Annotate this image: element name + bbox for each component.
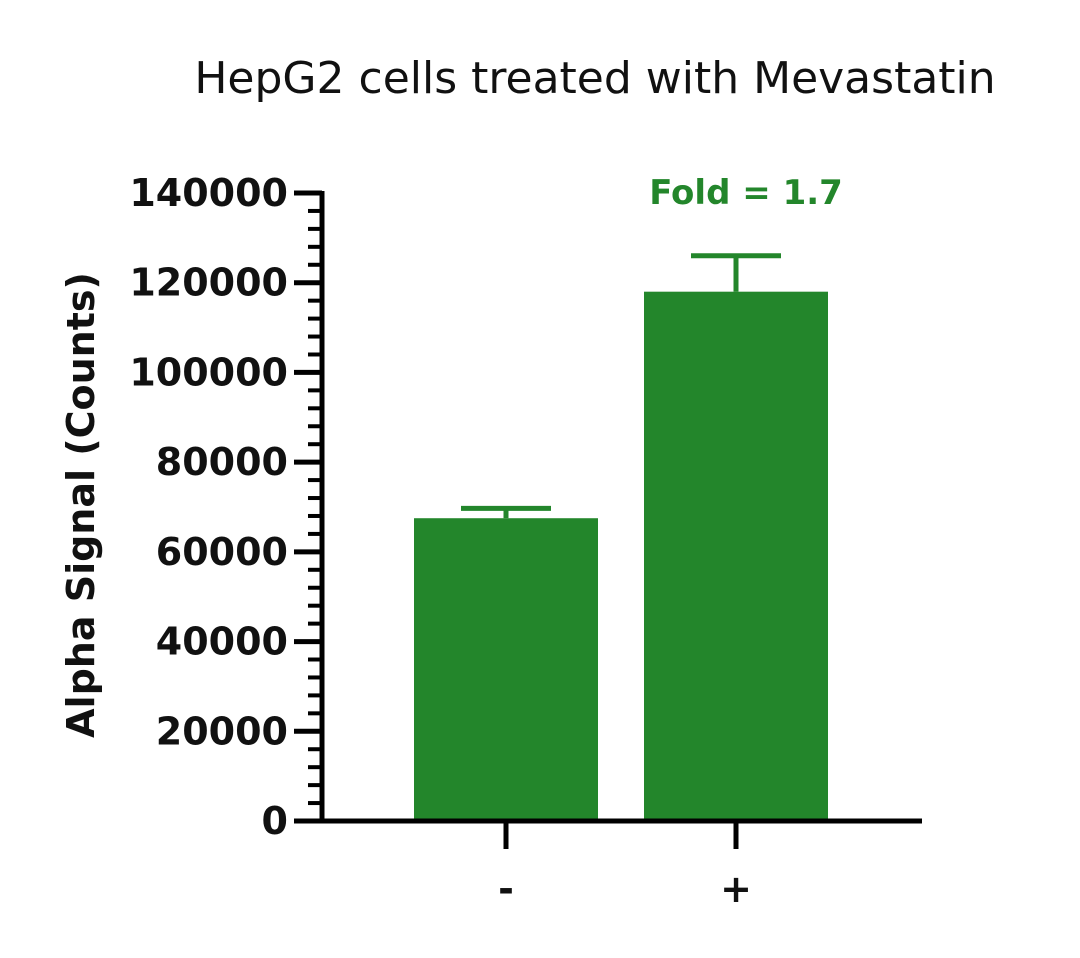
y-axis-label: Alpha Signal (Counts) [59,272,103,738]
y-tick-label: 120000 [129,261,288,305]
plot-area: 0 20000 40000 60000 80000 100000 120000 140000 -… [129,171,922,911]
fold-annotation: Fold = 1.7 [649,173,843,213]
y-tick-label: 20000 [156,709,288,753]
bar [414,518,598,821]
y-tick-label: 0 [262,799,288,843]
y-tick-label: 60000 [156,530,288,574]
x-tick-label: - [498,867,514,911]
y-tick-label: 80000 [156,440,288,484]
y-tick-label: 140000 [129,171,288,215]
chart-title: HepG2 cells treated with Mevastatin [194,53,995,104]
y-tick-label: 100000 [129,350,288,394]
bar [644,291,828,822]
y-tick-label: 40000 [156,620,288,664]
x-tick-label: + [720,867,752,911]
